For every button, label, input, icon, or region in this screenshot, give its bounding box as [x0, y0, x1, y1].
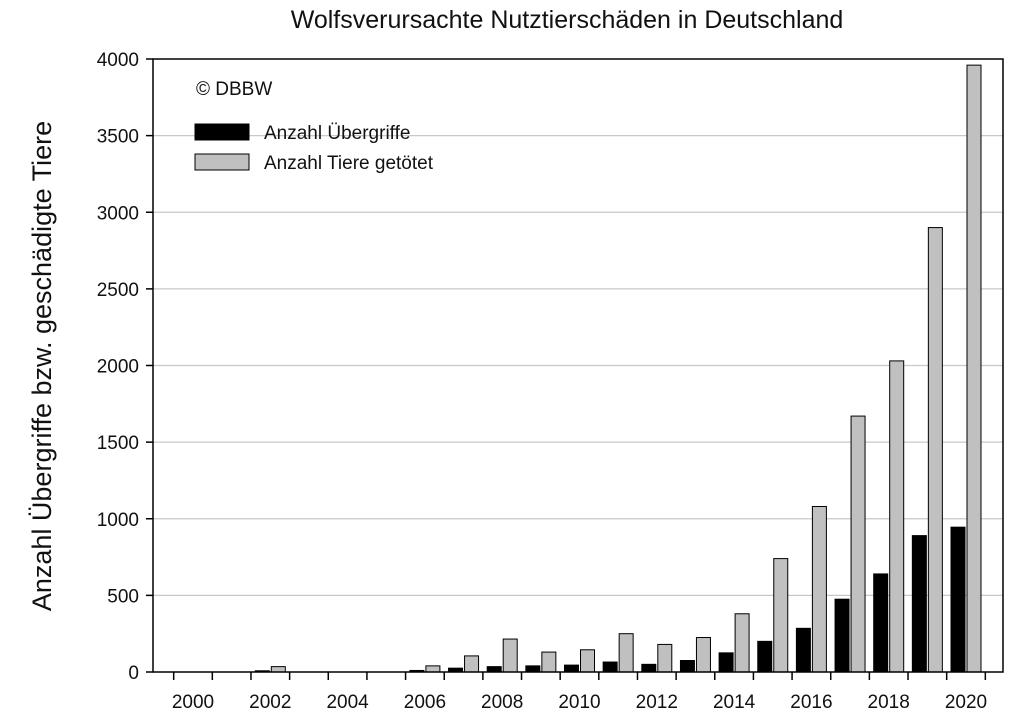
x-tick-label: 2006	[404, 692, 446, 713]
bar-tiere-2015	[773, 558, 789, 673]
grid-layer	[153, 135, 1003, 596]
x-tick-label: 2018	[868, 692, 910, 713]
bar-uebergriffe-2008	[486, 666, 502, 673]
bar-tiere-2006	[425, 665, 441, 673]
legend-swatch-tiere	[194, 153, 250, 171]
bar-tiere-2007	[464, 655, 480, 673]
y-tick-label: 0	[128, 663, 139, 684]
bar-uebergriffe-2010	[564, 664, 579, 673]
plot-frame	[152, 58, 1004, 673]
legend-label-uebergriffe: Anzahl Übergriffe	[264, 123, 410, 144]
x-tick-label: 2020	[945, 692, 987, 713]
x-tick-label: 2016	[790, 692, 832, 713]
x-tick-label: 2000	[172, 692, 214, 713]
x-tick-label: 2012	[636, 692, 678, 713]
bar-uebergriffe-2016	[795, 627, 811, 673]
bar-tiere-2012	[657, 643, 673, 673]
bar-uebergriffe-2015	[757, 640, 773, 673]
x-tick-label: 2004	[326, 692, 369, 713]
copyright-annotation: © DBBW	[196, 79, 272, 100]
y-tick-label: 2500	[97, 280, 139, 301]
legend: Anzahl Übergriffe Anzahl Tiere getötet	[194, 123, 434, 174]
x-tick-label: 2010	[558, 692, 600, 713]
chart-title: Wolfsverursachte Nutztierschäden in Deut…	[291, 6, 844, 34]
y-tick-label: 1500	[97, 433, 139, 454]
bar-uebergriffe-2018	[873, 573, 889, 673]
y-tick-label: 4000	[97, 50, 139, 71]
x-tick-label: 2014	[713, 692, 756, 713]
bar-uebergriffe-2013	[679, 660, 695, 673]
y-tick-label: 1000	[97, 510, 139, 531]
bar-tiere-2013	[695, 637, 711, 673]
bar-tiere-2018	[889, 360, 905, 673]
bar-tiere-2020	[966, 64, 982, 673]
bar-tiere-2016	[811, 505, 827, 673]
y-axis-label: Anzahl Übergriffe bzw. geschädigte Tiere	[27, 121, 57, 611]
bar-uebergriffe-2011	[602, 661, 618, 673]
x-tick-label: 2002	[249, 692, 291, 713]
bar-uebergriffe-2009	[525, 665, 541, 673]
y-tick-label: 3000	[97, 203, 139, 224]
bar-uebergriffe-2012	[641, 663, 657, 673]
bar-tiere-2019	[927, 227, 943, 673]
legend-label-tiere: Anzahl Tiere getötet	[264, 153, 434, 174]
bar-tiere-2017	[850, 415, 866, 673]
bar-tiere-2014	[734, 613, 750, 673]
axis-layer: 0 500 1000 1500 2000 2500 3000 3500 4000 2000 2002…	[97, 50, 1004, 713]
bar-uebergriffe-2020	[950, 526, 966, 673]
bar-tiere-2009	[541, 651, 557, 673]
bar-tiere-2002	[270, 666, 286, 673]
y-tick-label: 2000	[97, 357, 139, 378]
bar-tiere-2011	[618, 633, 634, 673]
bar-uebergriffe-2014	[718, 652, 734, 673]
bar-tiere-2010	[580, 649, 595, 673]
bar-uebergriffe-2017	[834, 598, 850, 673]
x-tick-label: 2008	[481, 692, 523, 713]
bar-uebergriffe-2019	[911, 535, 927, 673]
legend-swatch-uebergriffe	[194, 123, 250, 141]
bar-tiere-2008	[502, 638, 518, 673]
y-tick-label: 500	[107, 586, 139, 607]
y-tick-label: 3500	[97, 127, 139, 148]
